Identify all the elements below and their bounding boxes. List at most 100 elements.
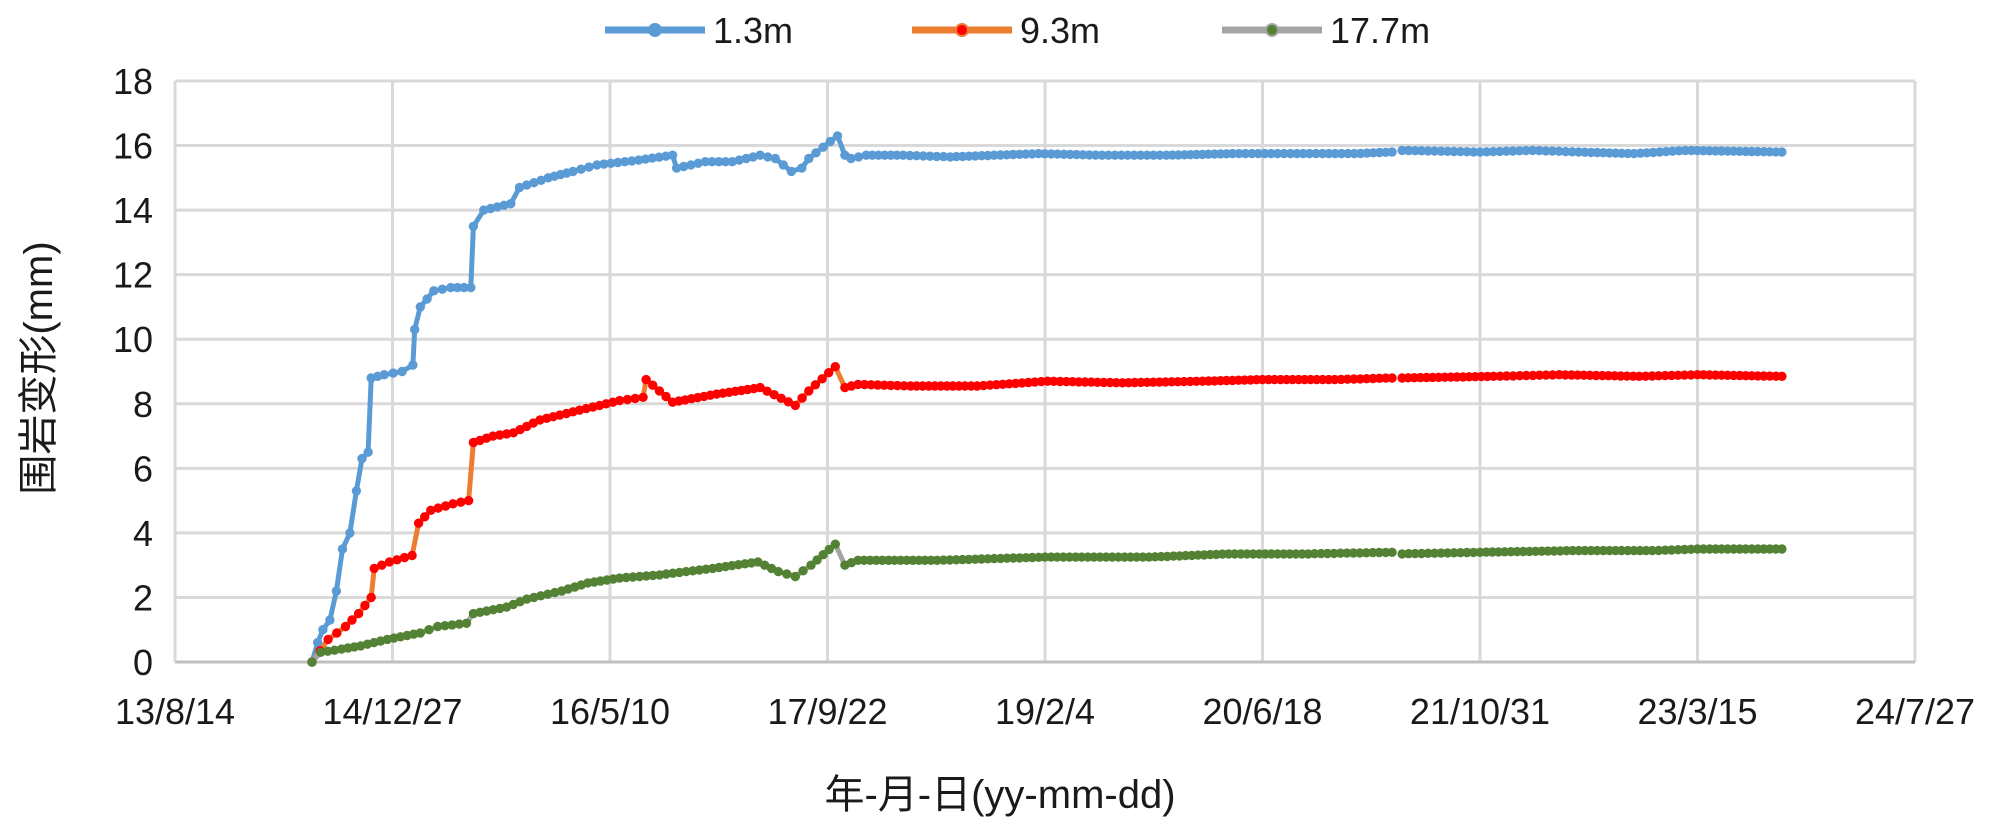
data-point-marker xyxy=(630,393,640,404)
data-point xyxy=(846,153,856,164)
data-point xyxy=(410,324,420,335)
data-point xyxy=(313,637,323,648)
data-point xyxy=(786,166,797,177)
data-point xyxy=(323,634,333,645)
data-point xyxy=(415,628,425,638)
legend-swatch-marker xyxy=(1265,23,1279,37)
data-point-marker xyxy=(797,393,807,403)
x-tick-label: 24/7/27 xyxy=(1855,691,1975,732)
data-point xyxy=(461,618,472,628)
data-point-marker xyxy=(810,380,821,390)
data-point xyxy=(832,131,843,141)
data-point-marker xyxy=(654,386,665,396)
data-point-marker xyxy=(377,560,387,570)
data-point xyxy=(1777,544,1787,554)
series-group xyxy=(307,131,1787,667)
x-tick-label: 20/6/18 xyxy=(1202,691,1322,732)
x-axis-title: 年-月-日(yy-mm-dd) xyxy=(824,773,1175,817)
data-point xyxy=(318,625,328,635)
data-point xyxy=(641,374,651,385)
data-point-marker xyxy=(824,544,834,555)
y-tick-label: 14 xyxy=(113,190,153,231)
legend: 1.3m 9.3m 17.7m xyxy=(605,10,1430,51)
x-tick-label: 16/5/10 xyxy=(550,691,670,732)
data-point xyxy=(379,370,389,380)
data-point xyxy=(408,360,418,370)
y-tick-label: 2 xyxy=(133,577,153,618)
series-1-3m xyxy=(307,131,1787,667)
y-tick-label: 0 xyxy=(133,642,153,683)
data-point xyxy=(667,150,678,160)
data-point xyxy=(804,386,814,396)
data-point xyxy=(429,286,439,296)
data-point xyxy=(357,453,367,464)
data-point-marker xyxy=(648,380,658,390)
data-point xyxy=(345,528,355,538)
data-point xyxy=(773,566,783,577)
x-tick-label: 14/12/27 xyxy=(322,691,462,732)
data-point xyxy=(466,282,476,293)
data-point-marker xyxy=(763,152,773,162)
data-point-marker xyxy=(347,615,357,625)
data-point xyxy=(806,560,816,570)
data-point-marker xyxy=(798,566,808,576)
data-point-marker xyxy=(811,148,821,158)
series-17-7m xyxy=(307,539,1787,667)
data-point xyxy=(366,592,376,603)
data-point xyxy=(325,615,335,625)
data-point xyxy=(506,199,516,209)
data-point-marker xyxy=(576,164,586,174)
data-point-marker xyxy=(782,569,792,579)
data-point xyxy=(307,657,317,667)
data-point xyxy=(790,571,800,582)
x-tick-label: 23/3/15 xyxy=(1637,691,1757,732)
data-point xyxy=(463,495,474,506)
data-point-marker xyxy=(778,160,788,170)
x-tick-label: 17/9/22 xyxy=(767,691,887,732)
data-point xyxy=(353,608,364,619)
x-tick-label: 13/8/14 xyxy=(115,691,235,732)
legend-swatch-marker xyxy=(648,23,662,37)
y-tick-label: 16 xyxy=(113,126,153,167)
y-tick-label: 12 xyxy=(113,255,153,296)
data-point xyxy=(770,153,780,164)
data-point xyxy=(1777,371,1787,381)
data-point xyxy=(397,366,407,377)
x-tick-label: 19/2/4 xyxy=(995,691,1095,732)
data-point-marker xyxy=(817,374,827,384)
data-point-marker xyxy=(584,162,594,172)
data-point xyxy=(468,221,479,232)
data-point xyxy=(568,166,578,177)
data-point xyxy=(1777,147,1787,157)
data-point-marker xyxy=(818,550,828,560)
data-point-marker xyxy=(818,142,828,152)
data-point-marker xyxy=(437,284,447,294)
data-point xyxy=(830,539,840,549)
data-point-marker xyxy=(812,555,822,565)
data-point xyxy=(797,163,807,173)
data-point-marker xyxy=(332,628,342,638)
data-point xyxy=(331,586,342,596)
y-tick-label: 18 xyxy=(113,61,153,102)
x-tick-label: 21/10/31 xyxy=(1410,691,1550,732)
data-point xyxy=(363,447,373,457)
data-point xyxy=(351,486,362,496)
data-point-marker xyxy=(825,136,835,147)
data-point xyxy=(407,550,417,561)
data-point xyxy=(790,400,800,411)
y-tick-label: 8 xyxy=(133,384,153,425)
data-point-marker xyxy=(388,368,398,378)
data-point xyxy=(448,499,458,509)
data-point xyxy=(1387,547,1397,557)
data-point xyxy=(638,392,648,402)
data-point xyxy=(337,544,348,554)
data-point-marker xyxy=(420,512,430,522)
data-point xyxy=(1387,147,1397,157)
data-point-marker xyxy=(456,497,466,507)
legend-item: 9.3m xyxy=(912,10,1100,51)
data-point-marker xyxy=(422,294,432,304)
data-point-marker xyxy=(360,600,370,611)
data-point-marker xyxy=(661,391,671,402)
